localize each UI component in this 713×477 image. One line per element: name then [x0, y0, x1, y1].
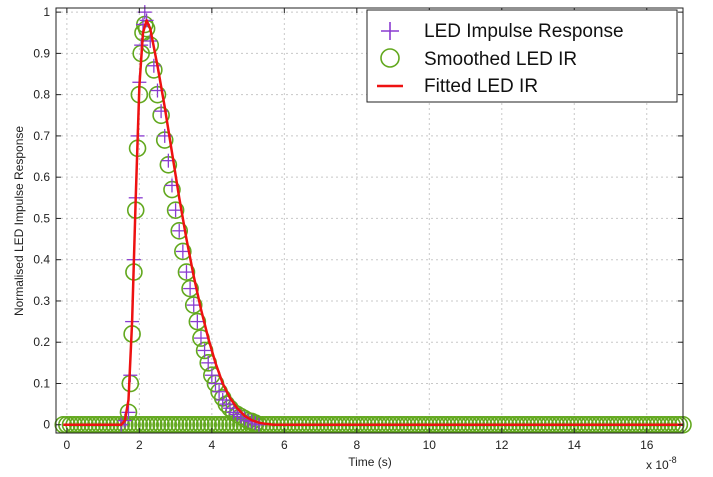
y-tick-label: 0.1 [33, 376, 50, 390]
x-tick-label: 6 [281, 438, 288, 452]
smoothed-point [170, 222, 189, 240]
y-tick-label: 0.4 [33, 253, 50, 267]
smoothed-point [235, 409, 254, 428]
y-tick-label: 0.8 [33, 88, 50, 102]
y-tick-label: 0.2 [33, 335, 50, 349]
x-tick-label: 8 [353, 438, 360, 452]
smoothed-point [184, 296, 203, 314]
y-tick-label: 0.9 [33, 46, 50, 60]
smoothed-point [166, 201, 185, 219]
legend-box [366, 9, 678, 103]
fitted-line [63, 19, 683, 426]
x-multiplier-base: x 10 [646, 458, 669, 472]
legend-label-fitted: Fitted LED IR [424, 76, 538, 97]
y-tick-label: 0 [43, 418, 50, 432]
smoothed-point [181, 279, 199, 298]
x-tick-label: 0 [64, 438, 71, 452]
legend: LED Impulse Response Smoothed LED IR Fit… [366, 9, 678, 103]
y-tick-label: 1 [43, 5, 50, 19]
x-multiplier-exponent: -8 [669, 455, 677, 465]
x-tick-label: 10 [423, 438, 437, 452]
smoothed-point [174, 242, 192, 261]
ticks: 0 2 4 6 8 10 12 14 16 0 0.1 0.2 0.3 0.4 0.5 0.6 0.7 0.8 0.… [33, 5, 683, 452]
legend-label-led-ir: LED Impulse Response [424, 21, 624, 42]
x-tick-label: 4 [209, 438, 216, 452]
legend-marker-plus [381, 22, 399, 40]
x-tick-label: 2 [136, 438, 143, 452]
y-axis-label: Normalised LED Impulse Response [12, 126, 26, 316]
smoothed-point [177, 263, 196, 281]
y-tick-label: 0.6 [33, 170, 50, 184]
x-axis-label: Time (s) [348, 455, 392, 469]
y-tick-label: 0.5 [33, 211, 50, 225]
y-tick-label: 0.3 [33, 294, 50, 308]
y-tick-label: 0.7 [33, 129, 50, 143]
plot-frame [55, 7, 684, 434]
x-multiplier-label: x 10-8 [646, 455, 677, 472]
x-tick-label: 12 [495, 438, 509, 452]
x-tick-label: 14 [568, 438, 582, 452]
legend-label-smoothed: Smoothed LED IR [424, 49, 577, 70]
legend-marker-circle [380, 48, 400, 68]
x-tick-label: 16 [640, 438, 654, 452]
